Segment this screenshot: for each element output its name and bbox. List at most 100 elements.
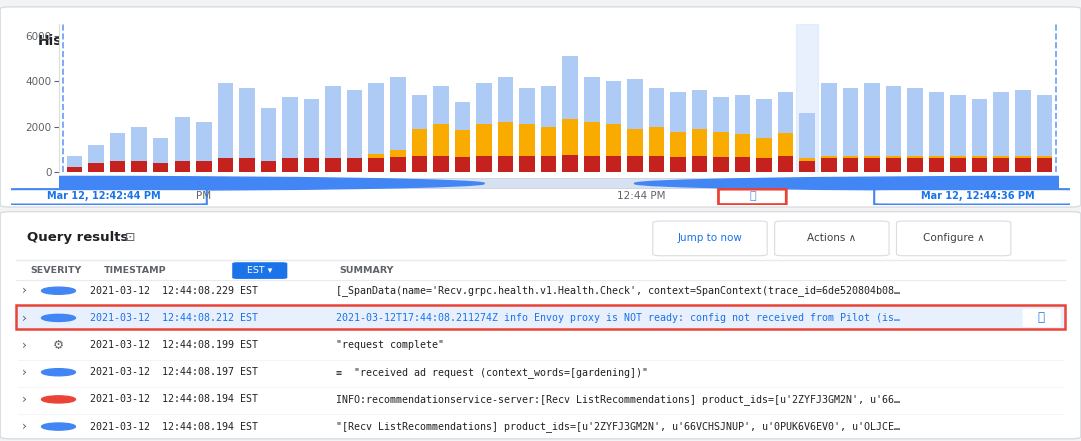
Text: ›: › <box>22 284 27 297</box>
Bar <box>412 95 427 129</box>
Bar <box>885 156 902 158</box>
Bar <box>584 77 600 122</box>
FancyBboxPatch shape <box>0 189 206 205</box>
Text: 2021-03-12  12:44:08.194 EST: 2021-03-12 12:44:08.194 EST <box>91 394 258 404</box>
Bar <box>842 88 858 156</box>
Bar <box>735 157 750 172</box>
Bar <box>627 79 642 129</box>
Bar <box>1037 156 1052 158</box>
Bar <box>692 90 707 129</box>
Bar <box>477 156 492 172</box>
Bar <box>390 150 405 157</box>
Bar <box>67 156 82 168</box>
Bar <box>1015 158 1030 172</box>
Bar <box>174 117 190 161</box>
Text: ×: × <box>1029 34 1044 52</box>
FancyBboxPatch shape <box>54 178 1065 189</box>
Bar <box>1037 158 1052 172</box>
Bar <box>800 161 815 172</box>
Text: Mar 12, 12:44:36 PM: Mar 12, 12:44:36 PM <box>921 191 1035 202</box>
Bar <box>735 135 750 157</box>
Bar <box>196 161 212 172</box>
Circle shape <box>0 176 484 191</box>
Circle shape <box>41 287 76 294</box>
FancyBboxPatch shape <box>232 262 288 279</box>
Bar <box>929 93 945 156</box>
Bar <box>993 93 1009 156</box>
Bar <box>800 158 815 161</box>
Bar <box>239 88 255 158</box>
Circle shape <box>635 176 1081 191</box>
Bar <box>864 158 880 172</box>
Bar <box>497 156 513 172</box>
Bar <box>455 157 470 172</box>
Bar <box>369 83 384 154</box>
Bar <box>455 130 470 157</box>
FancyBboxPatch shape <box>719 189 786 205</box>
Circle shape <box>41 396 76 403</box>
Bar <box>154 163 169 172</box>
Bar <box>455 101 470 130</box>
Text: ›: › <box>22 366 27 379</box>
Bar <box>1015 156 1030 158</box>
Bar <box>132 127 147 161</box>
Text: 2021-03-12  12:44:08.194 EST: 2021-03-12 12:44:08.194 EST <box>91 422 258 432</box>
Bar <box>713 97 729 132</box>
Bar <box>132 161 147 172</box>
Bar <box>670 157 685 172</box>
FancyBboxPatch shape <box>775 221 889 256</box>
Bar <box>412 156 427 172</box>
FancyBboxPatch shape <box>875 189 1081 205</box>
Bar <box>239 158 255 172</box>
Bar <box>584 156 600 172</box>
Text: ⊡: ⊡ <box>125 231 136 244</box>
Text: 2021-03-12  12:44:08.197 EST: 2021-03-12 12:44:08.197 EST <box>91 367 258 377</box>
Bar <box>154 138 169 163</box>
Bar <box>540 86 557 127</box>
Bar <box>89 145 104 163</box>
Bar <box>325 158 341 172</box>
Bar <box>757 158 772 172</box>
Bar <box>950 158 965 172</box>
Bar <box>778 156 793 172</box>
Bar <box>605 81 622 124</box>
Text: TIMESTAMP: TIMESTAMP <box>104 266 166 275</box>
Bar <box>649 127 664 156</box>
FancyBboxPatch shape <box>1023 309 1060 327</box>
Text: Actions ∧: Actions ∧ <box>808 233 856 243</box>
Bar <box>412 129 427 156</box>
Bar <box>757 99 772 138</box>
Text: [_SpanData(name='Recv.grpc.health.v1.Health.Check', context=SpanContext(trace_id: [_SpanData(name='Recv.grpc.health.v1.Hea… <box>336 285 900 296</box>
Bar <box>110 133 125 161</box>
Text: i: i <box>57 422 61 431</box>
Bar <box>261 161 277 172</box>
Bar <box>89 163 104 172</box>
Text: !: ! <box>56 395 61 404</box>
Bar <box>885 86 902 156</box>
Text: 2021-03-12  12:44:08.229 EST: 2021-03-12 12:44:08.229 EST <box>91 286 258 296</box>
Bar <box>993 156 1009 158</box>
FancyBboxPatch shape <box>16 305 1065 329</box>
Bar <box>562 155 578 172</box>
Bar <box>627 156 642 172</box>
Bar <box>950 95 965 156</box>
Bar <box>497 122 513 156</box>
Bar <box>864 83 880 156</box>
Bar <box>347 158 362 172</box>
Text: Jump to now: Jump to now <box>678 233 743 243</box>
Bar <box>627 129 642 156</box>
Bar <box>217 83 233 158</box>
Bar <box>800 113 815 158</box>
Text: Histogram: Histogram <box>38 34 119 49</box>
Bar <box>433 86 449 124</box>
Bar <box>907 156 923 158</box>
Text: 2021-03-12  12:44:08.212 EST: 2021-03-12 12:44:08.212 EST <box>91 313 258 323</box>
Bar <box>692 129 707 156</box>
Bar <box>540 156 557 172</box>
Bar <box>605 156 622 172</box>
Bar <box>670 132 685 157</box>
Bar <box>864 156 880 158</box>
Bar <box>477 83 492 124</box>
Bar <box>822 83 837 156</box>
Text: EST ▾: EST ▾ <box>248 266 272 275</box>
